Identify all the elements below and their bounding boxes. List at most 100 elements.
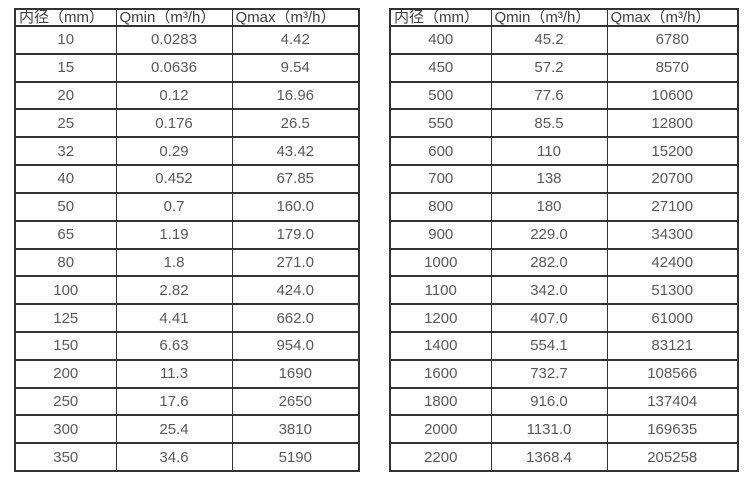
- table-cell: 150: [14, 330, 117, 361]
- table-row: 2200 1368.4 205258: [389, 442, 739, 472]
- table-cell: 6780: [606, 25, 739, 55]
- table-cell: 4.41: [115, 303, 233, 333]
- table-cell: 732.7: [490, 358, 608, 389]
- table-row: 1200 407.0 61000: [389, 303, 739, 333]
- table-cell: 550: [389, 108, 492, 139]
- table-cell: 3810: [231, 414, 360, 445]
- table-cell: 1.19: [115, 219, 233, 250]
- table-row: 32 0.29 43.42: [14, 136, 360, 167]
- table-cell: 160.0: [231, 191, 360, 222]
- table-row: 500 77.6 10600: [389, 80, 739, 111]
- table-cell: 1.8: [115, 247, 233, 278]
- table-row: 400 45.2 6780: [389, 25, 739, 55]
- table-cell: 6.63: [115, 330, 233, 361]
- table-cell: 954.0: [231, 330, 360, 361]
- table-cell: 32: [14, 136, 117, 167]
- table-cell: 15200: [606, 136, 739, 167]
- table-cell: 400: [389, 25, 492, 55]
- table-row: 1600 732.7 108566: [389, 358, 739, 389]
- table-cell: 45.2: [490, 25, 608, 55]
- table-cell: 51300: [606, 275, 739, 306]
- table-cell: 80: [14, 247, 117, 278]
- table-cell: 100: [14, 275, 117, 306]
- column-header: Qmax（m³/h）: [606, 8, 739, 27]
- table-cell: 662.0: [231, 303, 360, 333]
- table-row: 15 0.0636 9.54: [14, 52, 360, 83]
- table-cell: 9.54: [231, 52, 360, 83]
- table-cell: 137404: [606, 386, 739, 417]
- table-row: 450 57.2 8570: [389, 52, 739, 83]
- table-cell: 2200: [389, 442, 492, 472]
- table-cell: 1400: [389, 330, 492, 361]
- table-cell: 0.0283: [115, 25, 233, 55]
- table-cell: 85.5: [490, 108, 608, 139]
- table-row: 50 0.7 160.0: [14, 191, 360, 222]
- table-cell: 205258: [606, 442, 739, 472]
- table-cell: 15: [14, 52, 117, 83]
- table-cell: 229.0: [490, 219, 608, 250]
- table-cell: 17.6: [115, 386, 233, 417]
- table-cell: 20: [14, 80, 117, 111]
- flow-spec-table-small-diameter: 内径（mm） Qmin（m³/h） Qmax（m³/h） 10 0.0283 4.42 15…: [14, 8, 360, 472]
- table-cell: 65: [14, 219, 117, 250]
- table-cell: 26.5: [231, 108, 360, 139]
- table-cell: 1100: [389, 275, 492, 306]
- table-row: 550 85.5 12800: [389, 108, 739, 139]
- table-cell: 110: [490, 136, 608, 167]
- table-cell: 2000: [389, 414, 492, 445]
- table-cell: 424.0: [231, 275, 360, 306]
- table-row: 800 180 27100: [389, 191, 739, 222]
- table-cell: 407.0: [490, 303, 608, 333]
- table-cell: 5190: [231, 442, 360, 472]
- table-cell: 138: [490, 164, 608, 194]
- table-row: 300 25.4 3810: [14, 414, 360, 445]
- table-cell: 12800: [606, 108, 739, 139]
- table-row: 10 0.0283 4.42: [14, 25, 360, 55]
- table-row: 2000 1131.0 169635: [389, 414, 739, 445]
- flow-spec-table-large-diameter: 内径（mm） Qmin（m³/h） Qmax（m³/h） 400 45.2 6780 450…: [389, 8, 739, 472]
- table-cell: 0.176: [115, 108, 233, 139]
- table-row: 1400 554.1 83121: [389, 330, 739, 361]
- table-cell: 25.4: [115, 414, 233, 445]
- table-cell: 1131.0: [490, 414, 608, 445]
- table-cell: 1690: [231, 358, 360, 389]
- column-header: 内径（mm）: [14, 8, 117, 27]
- table-cell: 27100: [606, 191, 739, 222]
- table-cell: 0.29: [115, 136, 233, 167]
- table-cell: 4.42: [231, 25, 360, 55]
- table-cell: 1600: [389, 358, 492, 389]
- table-row: 80 1.8 271.0: [14, 247, 360, 278]
- table-cell: 450: [389, 52, 492, 83]
- table-cell: 1800: [389, 386, 492, 417]
- table-cell: 61000: [606, 303, 739, 333]
- table-cell: 0.0636: [115, 52, 233, 83]
- column-header: Qmin（m³/h）: [115, 8, 233, 27]
- table-cell: 350: [14, 442, 117, 472]
- table-cell: 16.96: [231, 80, 360, 111]
- table-cell: 300: [14, 414, 117, 445]
- table-cell: 179.0: [231, 219, 360, 250]
- table-row: 1000 282.0 42400: [389, 247, 739, 278]
- table-cell: 554.1: [490, 330, 608, 361]
- column-header: 内径（mm）: [389, 8, 492, 27]
- table-cell: 42400: [606, 247, 739, 278]
- table-cell: 57.2: [490, 52, 608, 83]
- table-cell: 900: [389, 219, 492, 250]
- table-row: 100 2.82 424.0: [14, 275, 360, 306]
- table-cell: 34300: [606, 219, 739, 250]
- table-cell: 11.3: [115, 358, 233, 389]
- table-row: 40 0.452 67.85: [14, 164, 360, 194]
- table-cell: 1000: [389, 247, 492, 278]
- table-cell: 500: [389, 80, 492, 111]
- table-cell: 700: [389, 164, 492, 194]
- table-cell: 282.0: [490, 247, 608, 278]
- table-row: 25 0.176 26.5: [14, 108, 360, 139]
- table-cell: 34.6: [115, 442, 233, 472]
- table-cell: 0.12: [115, 80, 233, 111]
- table-row: 65 1.19 179.0: [14, 219, 360, 250]
- table-cell: 0.7: [115, 191, 233, 222]
- header-row: 内径（mm） Qmin（m³/h） Qmax（m³/h）: [14, 8, 360, 27]
- table-cell: 1368.4: [490, 442, 608, 472]
- table-row: 600 110 15200: [389, 136, 739, 167]
